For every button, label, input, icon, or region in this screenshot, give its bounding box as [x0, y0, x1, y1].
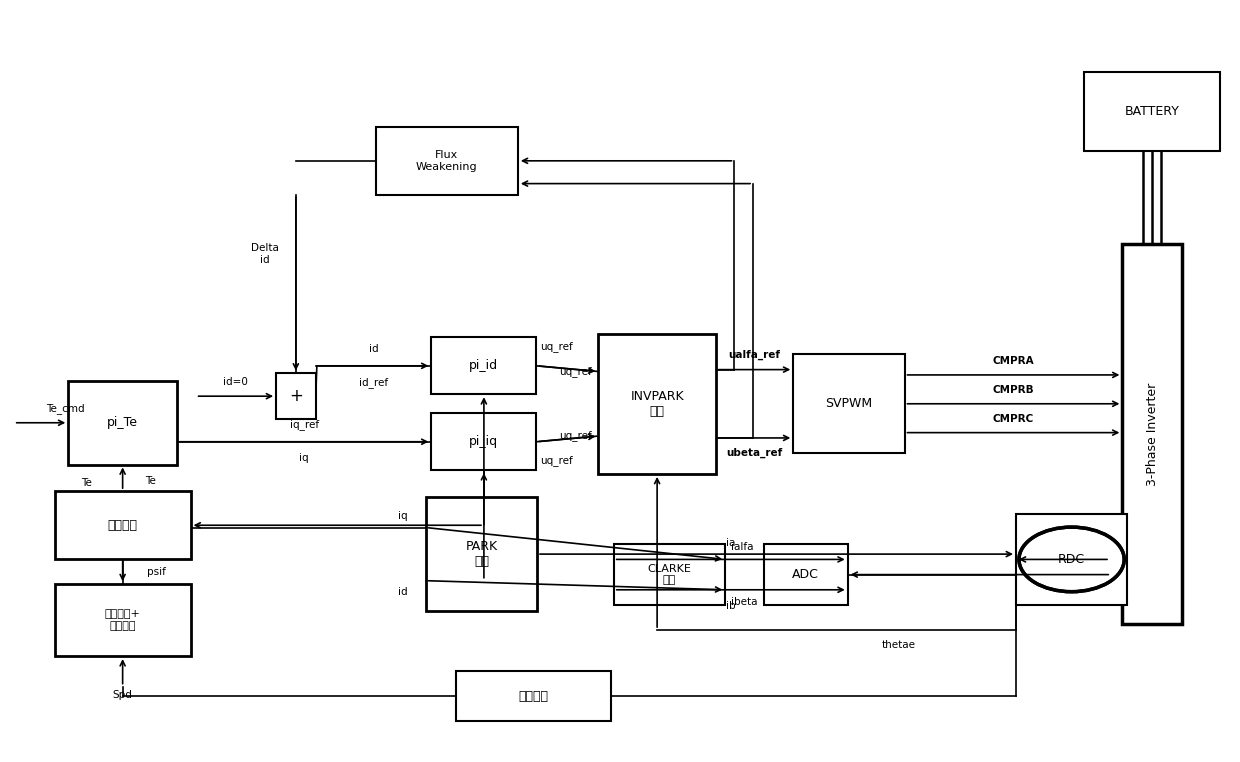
Text: 3-Phase Inverter: 3-Phase Inverter: [1146, 383, 1158, 485]
Text: ibeta: ibeta: [732, 597, 758, 607]
FancyBboxPatch shape: [376, 126, 518, 195]
FancyBboxPatch shape: [432, 338, 537, 394]
FancyBboxPatch shape: [764, 544, 848, 605]
Text: ubeta_ref: ubeta_ref: [727, 448, 782, 458]
Text: Delta
id: Delta id: [250, 243, 279, 264]
Text: Spd: Spd: [113, 690, 133, 700]
Text: ialfa: ialfa: [732, 542, 754, 552]
Text: PARK
变化: PARK 变化: [465, 540, 497, 568]
Text: CMPRC: CMPRC: [993, 414, 1034, 424]
FancyBboxPatch shape: [55, 491, 191, 559]
Text: CMPRB: CMPRB: [993, 385, 1034, 395]
Text: id=0: id=0: [223, 377, 248, 387]
Text: SVPWM: SVPWM: [826, 397, 873, 410]
FancyBboxPatch shape: [614, 544, 725, 605]
FancyBboxPatch shape: [1084, 72, 1220, 152]
Text: thetae: thetae: [882, 640, 915, 650]
Text: ib: ib: [725, 601, 735, 611]
Text: RDC: RDC: [1058, 553, 1085, 566]
Text: uq_ref: uq_ref: [559, 431, 593, 441]
Text: iq: iq: [299, 453, 309, 463]
Text: id_ref: id_ref: [358, 377, 388, 388]
Text: RDC: RDC: [1058, 553, 1085, 566]
FancyBboxPatch shape: [55, 584, 191, 656]
Text: ia: ia: [727, 538, 735, 548]
Text: 二维查表+
比例插値: 二维查表+ 比例插値: [104, 610, 140, 631]
FancyBboxPatch shape: [425, 497, 537, 611]
Text: Te: Te: [145, 476, 156, 486]
FancyBboxPatch shape: [456, 671, 611, 721]
FancyBboxPatch shape: [277, 373, 316, 419]
Text: CLARKE
变化: CLARKE 变化: [647, 564, 692, 585]
Text: 转速检测: 转速检测: [518, 690, 548, 703]
Text: +: +: [289, 387, 303, 405]
Text: psif: psif: [148, 567, 166, 577]
Text: id: id: [368, 344, 378, 354]
Text: iq_ref: iq_ref: [290, 419, 319, 431]
Text: pi_id: pi_id: [470, 360, 498, 373]
FancyBboxPatch shape: [794, 354, 904, 453]
Text: ADC: ADC: [792, 568, 820, 581]
Text: pi_iq: pi_iq: [470, 435, 498, 448]
Circle shape: [1019, 527, 1125, 592]
FancyBboxPatch shape: [599, 334, 715, 474]
Text: iq: iq: [398, 511, 407, 521]
Text: uq_ref: uq_ref: [541, 341, 573, 352]
Text: BATTERY: BATTERY: [1125, 105, 1179, 118]
Text: CMPRA: CMPRA: [993, 356, 1034, 366]
FancyBboxPatch shape: [432, 413, 537, 470]
FancyBboxPatch shape: [1122, 245, 1182, 624]
Text: ualfa_ref: ualfa_ref: [729, 350, 780, 360]
FancyBboxPatch shape: [68, 381, 177, 465]
Text: uq_ref: uq_ref: [541, 456, 573, 466]
Text: Flux
Weakening: Flux Weakening: [415, 150, 477, 171]
FancyBboxPatch shape: [1016, 514, 1127, 605]
Text: uq_ref: uq_ref: [559, 366, 593, 377]
Text: pi_Te: pi_Te: [107, 416, 138, 429]
Text: Te: Te: [81, 479, 92, 488]
Text: id: id: [398, 587, 407, 597]
Text: Te_cmd: Te_cmd: [46, 403, 86, 414]
Text: INVPARK
变换: INVPARK 变换: [630, 390, 684, 418]
Text: 转矩计算: 转矩计算: [108, 519, 138, 532]
